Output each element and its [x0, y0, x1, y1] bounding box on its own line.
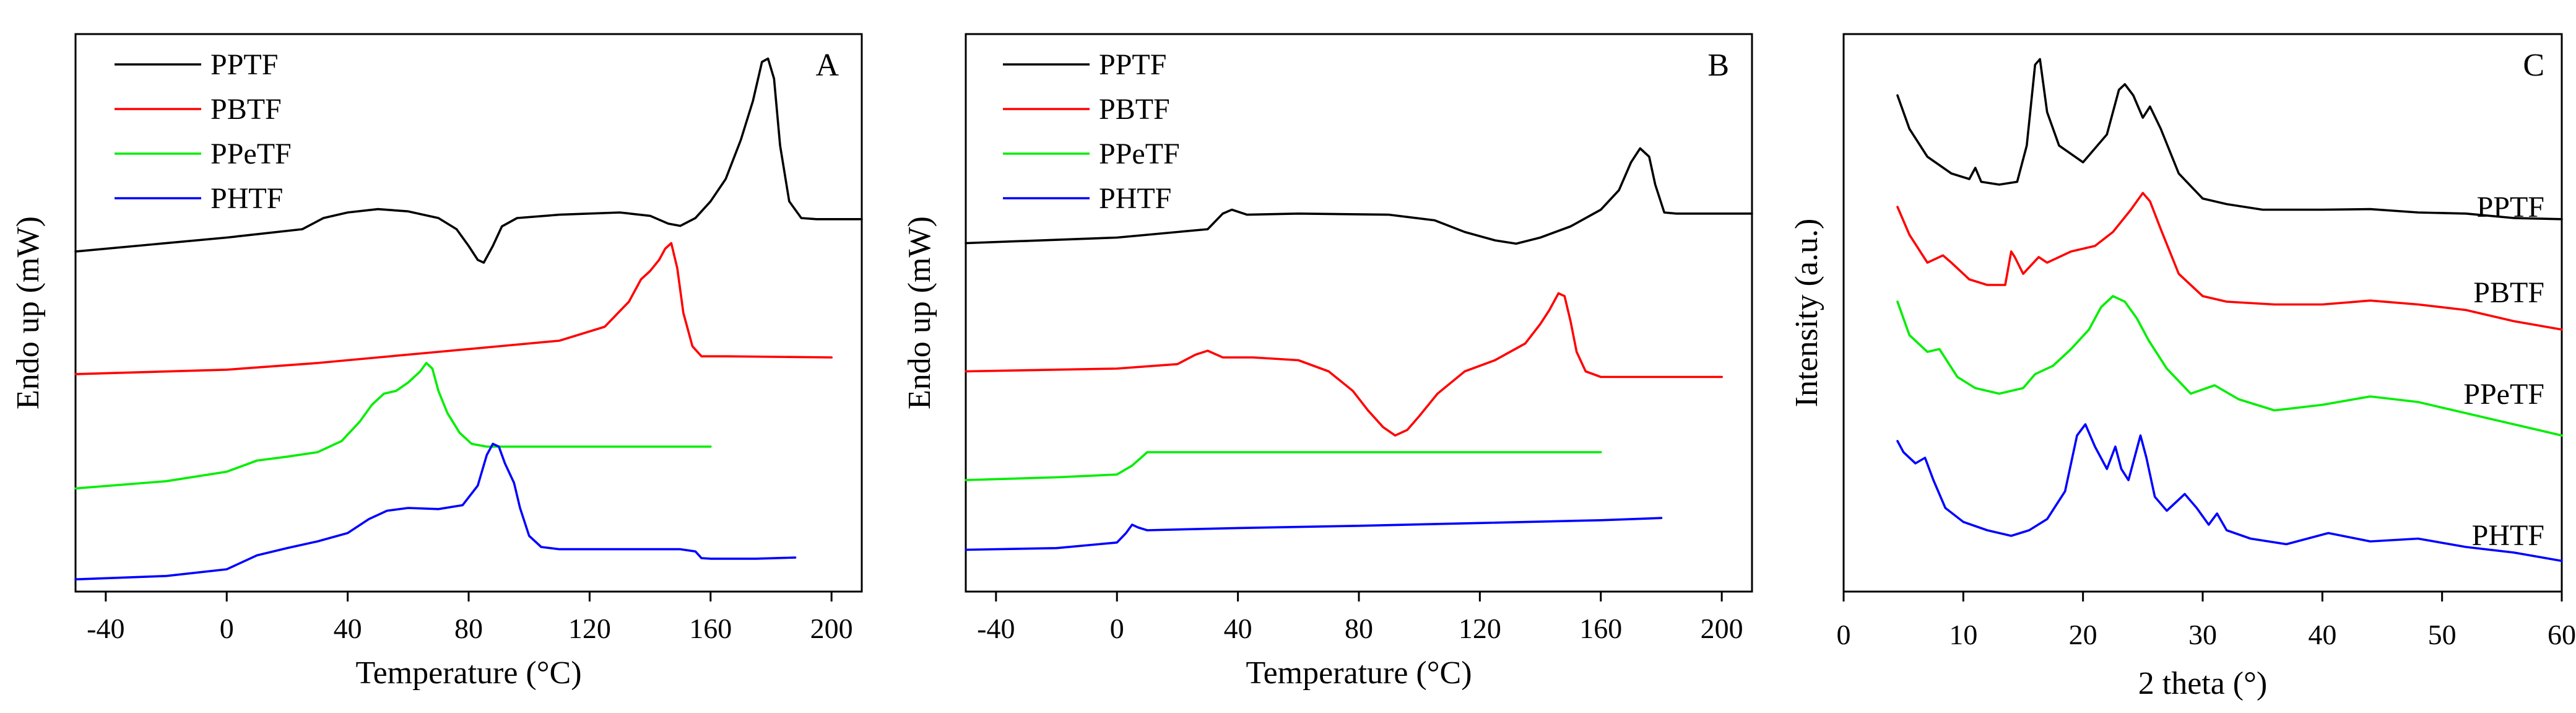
panel-b-tick-label: 40 [1224, 613, 1252, 644]
series-line-b-pptf [965, 147, 1753, 245]
series-line-b-ppetf [965, 451, 1602, 481]
panel-a: Endo up (mW) Temperature (°C) A -40 0 40… [11, 33, 863, 691]
panel-b-series [965, 147, 1753, 551]
series-line-a-ppetf [74, 362, 712, 490]
trace-label-pbtf: PBTF [2473, 276, 2544, 309]
legend-label-ppetf: PPeTF [210, 138, 292, 170]
panel-a-tick-label: 160 [689, 613, 732, 644]
panel-c-tick-label: 20 [2069, 619, 2097, 650]
series-line-c-pptf [1896, 58, 2563, 221]
panel-a-tick-label: -40 [87, 613, 124, 644]
panel-a-tick-label: 80 [454, 613, 483, 644]
panel-c-tick-label: 0 [1837, 619, 1851, 650]
legend-label-phtf: PHTF [1099, 182, 1171, 215]
series-line-c-ppetf [1896, 295, 2563, 437]
panel-c-tick-label: 60 [2548, 619, 2576, 650]
series-line-b-phtf [965, 517, 1663, 551]
panel-a-letter: A [815, 48, 839, 83]
panel-c-tick-label: 10 [1949, 619, 1977, 650]
panel-c-y-axis-title: Intensity (a.u.) [1789, 219, 1824, 408]
panel-b-ticks: -40 0 40 80 120 160 200 [977, 592, 1743, 644]
trace-label-ppetf: PPeTF [2463, 378, 2544, 411]
panel-a-tick-label: 40 [334, 613, 362, 644]
series-line-c-phtf [1896, 423, 2563, 562]
panel-b-legend: PPTF PBTF PPeTF PHTF [1003, 48, 1180, 215]
panel-c-tick-label: 40 [2308, 619, 2336, 650]
legend-label-pptf: PPTF [210, 48, 278, 81]
legend-label-phtf: PHTF [210, 182, 283, 215]
panel-a-frame [74, 33, 863, 593]
panel-b-letter: B [1707, 48, 1729, 83]
series-line-a-pptf [74, 57, 863, 264]
panel-b-frame [965, 33, 1753, 593]
panel-b-tick-label: 0 [1110, 613, 1124, 644]
series-line-b-pbtf [965, 292, 1723, 437]
panel-a-tick-label: 200 [810, 613, 853, 644]
panel-c: Intensity (a.u.) 2 theta (°) C 0 10 20 3… [1789, 33, 2576, 701]
panel-c-x-axis-title: 2 theta (°) [2138, 666, 2267, 701]
panel-b-tick-label: -40 [977, 613, 1015, 644]
panel-a-series [74, 57, 863, 580]
panel-b-tick-label: 80 [1345, 613, 1373, 644]
panel-b-y-axis-title: Endo up (mW) [902, 216, 937, 409]
panel-a-tick-label: 0 [220, 613, 234, 644]
panel-b-x-axis-title: Temperature (°C) [1246, 655, 1472, 691]
panel-b: Endo up (mW) Temperature (°C) B -40 0 40… [902, 33, 1753, 691]
panel-b-tick-label: 120 [1459, 613, 1501, 644]
panel-c-trace-labels: PPTF PBTF PPeTF PHTF [2463, 191, 2544, 552]
panel-c-tick-label: 50 [2428, 619, 2457, 650]
panel-a-x-axis-title: Temperature (°C) [355, 655, 581, 691]
panel-a-y-axis-title: Endo up (mW) [11, 216, 46, 409]
panel-a-legend: PPTF PBTF PPeTF PHTF [115, 48, 292, 215]
panel-a-ticks: -40 0 40 80 120 160 200 [87, 592, 853, 644]
panel-c-frame [1842, 33, 2563, 593]
legend-label-ppetf: PPeTF [1099, 138, 1180, 170]
panel-c-ticks: 0 10 20 30 40 50 60 [1837, 592, 2576, 650]
legend-label-pbtf: PBTF [210, 93, 282, 126]
legend-label-pptf: PPTF [1099, 48, 1166, 81]
panel-c-letter: C [2523, 48, 2544, 83]
panel-a-tick-label: 120 [568, 613, 611, 644]
legend-label-pbtf: PBTF [1099, 93, 1170, 126]
series-line-a-pbtf [74, 242, 833, 375]
series-line-a-phtf [74, 442, 797, 580]
series-line-c-pbtf [1896, 191, 2563, 331]
panel-b-tick-label: 200 [1701, 613, 1743, 644]
panel-c-series [1896, 58, 2563, 562]
panel-b-tick-label: 160 [1579, 613, 1622, 644]
panel-c-tick-label: 30 [2188, 619, 2217, 650]
trace-label-phtf: PHTF [2472, 519, 2544, 552]
